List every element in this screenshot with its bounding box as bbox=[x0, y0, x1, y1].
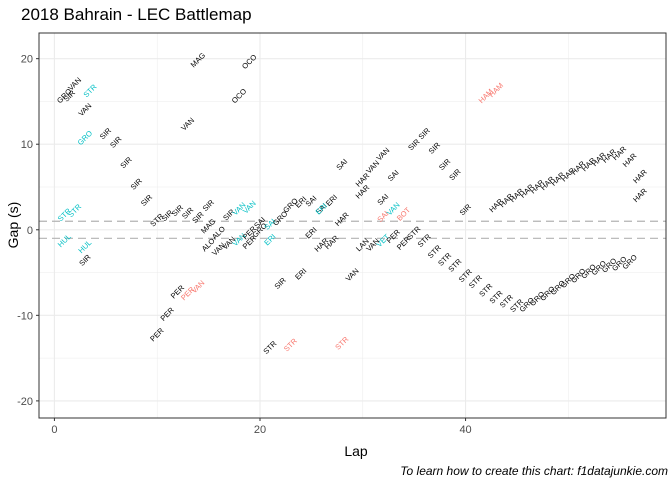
reference-lines bbox=[39, 220, 666, 239]
y-axis-title: Gap (s) bbox=[5, 202, 21, 249]
chart-caption: To learn how to create this chart: f1dat… bbox=[400, 464, 668, 478]
y-tick-label: -10 bbox=[17, 310, 33, 322]
y-tick-label: 20 bbox=[21, 54, 33, 66]
x-tick-label: 20 bbox=[254, 424, 266, 436]
chart-title: 2018 Bahrain - LEC Battlemap bbox=[21, 5, 252, 24]
x-axis: 0 20 40 bbox=[51, 418, 472, 436]
y-tick-label: 0 bbox=[27, 225, 33, 237]
x-tick-label: 40 bbox=[459, 424, 471, 436]
x-axis-title: Lap bbox=[344, 443, 368, 459]
gridlines bbox=[39, 33, 666, 418]
panel-border bbox=[38, 32, 667, 419]
y-tick-label: 10 bbox=[21, 139, 33, 151]
panel-background bbox=[39, 33, 666, 418]
y-axis: -20 -10 0 10 20 bbox=[17, 54, 39, 408]
x-tick-label: 0 bbox=[51, 424, 57, 436]
plot-panel bbox=[39, 33, 666, 418]
y-tick-label: -20 bbox=[17, 396, 33, 408]
